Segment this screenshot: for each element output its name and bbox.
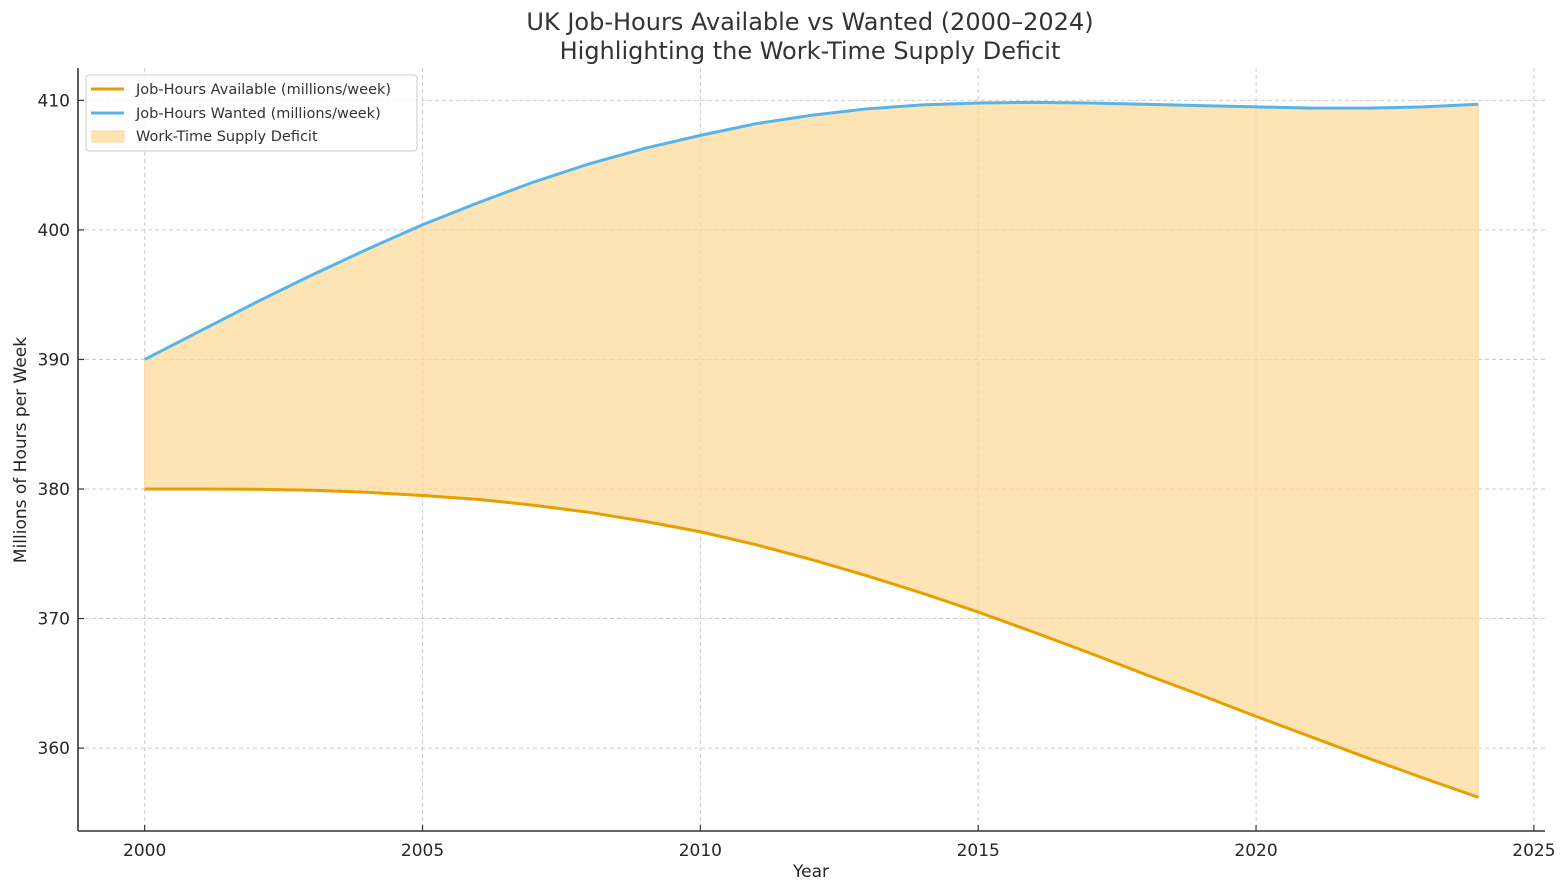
x-axis-label: Year [792,862,829,882]
series-line-available [144,487,1479,799]
x-tick-label: 2015 [957,841,1000,861]
x-tick-label: 2025 [1512,841,1555,861]
y-tick-label: 390 [38,350,70,370]
chart-subtitle: Highlighting the Work-Time Supply Defici… [560,37,1061,65]
x-tick-label: 2010 [679,841,722,861]
chart-title: UK Job-Hours Available vs Wanted (2000–2… [526,8,1093,36]
axes [77,68,1545,832]
legend-box [85,74,418,152]
legend-swatch-deficit [91,130,125,143]
y-tick-label: 380 [38,480,70,500]
x-tick-label: 2005 [401,841,444,861]
x-tick-label: 2020 [1234,841,1277,861]
y-tick-label: 360 [38,739,70,759]
x-axis-ticks: 2000 2005 2010 2015 2020 2025 [123,825,1556,861]
y-tick-label: 370 [38,610,70,630]
y-axis-label: Millions of Hours per Week [11,337,31,563]
y-tick-label: 400 [38,221,70,241]
series-line-wanted [143,100,1479,361]
x-tick-label: 2000 [123,841,166,861]
legend-label-deficit: Work-Time Supply Deficit [136,129,318,145]
y-axis-ticks: 360 370 380 390 400 410 [38,91,84,759]
y-tick-label: 410 [38,91,70,111]
legend-label-wanted: Job-Hours Wanted (millions/week) [135,106,381,122]
legend: Job-Hours Available (millions/week) Job-… [85,74,418,152]
deficit-fill-area [144,101,1479,799]
legend-label-available: Job-Hours Available (millions/week) [135,82,391,98]
